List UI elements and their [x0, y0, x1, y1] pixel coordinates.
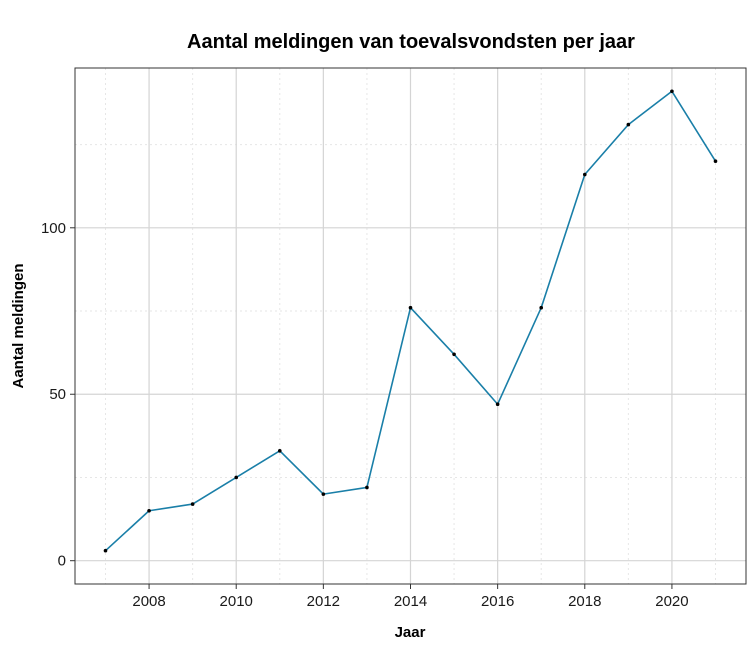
data-point — [713, 159, 718, 164]
x-tick-label: 2014 — [394, 593, 427, 610]
data-point — [539, 305, 544, 310]
y-axis-ticks: 0 50 100 — [41, 220, 75, 570]
data-point — [234, 475, 239, 480]
y-tick-label: 100 — [41, 220, 66, 237]
y-axis-title: Aantal meldingen — [10, 263, 27, 388]
x-tick-label: 2020 — [655, 593, 688, 610]
major-gridlines — [75, 68, 746, 584]
x-tick-label: 2016 — [481, 593, 514, 610]
data-point — [277, 449, 282, 453]
series-layer — [103, 89, 718, 553]
data-point — [103, 548, 108, 553]
data-point — [582, 172, 587, 177]
x-axis-title: Jaar — [395, 624, 426, 641]
data-point — [626, 122, 631, 127]
data-point — [452, 352, 456, 357]
data-point — [670, 89, 674, 94]
x-tick-label: 2012 — [307, 593, 340, 610]
data-point — [495, 402, 500, 407]
data-point — [147, 508, 151, 513]
data-point — [321, 492, 326, 496]
x-tick-label: 2018 — [568, 593, 601, 610]
y-tick-label: 0 — [58, 553, 66, 570]
x-tick-label: 2010 — [220, 593, 253, 610]
x-axis-ticks: 2008 2010 2012 2014 2016 2018 2020 — [132, 584, 689, 610]
data-point — [408, 305, 413, 310]
chart-title: Aantal meldingen van toevalsvondsten per… — [187, 31, 635, 53]
data-point — [365, 485, 369, 490]
y-tick-label: 50 — [49, 386, 66, 403]
x-tick-label: 2008 — [132, 593, 165, 610]
data-point — [190, 502, 195, 506]
